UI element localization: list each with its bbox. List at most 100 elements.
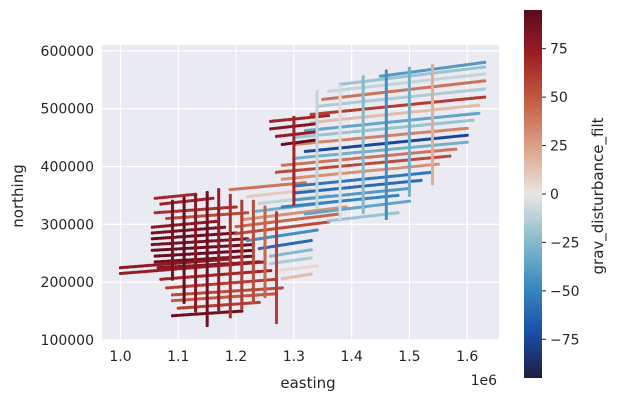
data-point: [292, 124, 296, 128]
data-point: [384, 139, 388, 144]
data-point: [338, 86, 342, 90]
data-point: [407, 152, 411, 156]
data-point: [315, 94, 319, 98]
data-point: [338, 199, 342, 203]
data-point: [430, 125, 435, 129]
data-point: [228, 299, 232, 303]
data-point: [228, 213, 232, 217]
data-point: [228, 253, 232, 257]
data-point: [430, 142, 435, 146]
data-point: [182, 252, 186, 256]
data-point: [228, 238, 232, 242]
data-point: [384, 122, 388, 126]
data-point: [228, 251, 232, 255]
data-point: [263, 211, 267, 216]
data-point: [274, 241, 279, 246]
data-point: [194, 289, 198, 293]
data-point: [407, 99, 411, 103]
data-point: [228, 198, 232, 202]
data-point: [315, 144, 319, 148]
data-point: [384, 197, 388, 201]
data-point: [338, 214, 342, 218]
data-point: [217, 294, 221, 298]
data-point: [217, 199, 221, 203]
data-point: [240, 238, 244, 243]
data-point: [361, 200, 365, 204]
data-point: [430, 133, 435, 138]
data-point: [251, 261, 255, 265]
data-point: [251, 212, 255, 216]
data-point: [205, 208, 209, 212]
data-point: [407, 128, 411, 132]
data-point: [430, 70, 435, 74]
data-point: [240, 286, 244, 291]
data-point: [182, 229, 186, 234]
data-point: [228, 220, 232, 224]
data-point: [384, 153, 388, 157]
data-point: [228, 249, 232, 253]
data-point: [384, 82, 388, 86]
data-point: [251, 296, 255, 300]
data-point: [263, 209, 267, 213]
data-point: [240, 291, 244, 295]
data-point: [338, 150, 342, 154]
data-point: [228, 222, 232, 226]
data-point: [228, 293, 232, 297]
data-point: [182, 269, 186, 273]
data-point: [182, 225, 186, 229]
data-point: [228, 275, 232, 279]
data-point: [361, 75, 365, 79]
data-point: [217, 263, 221, 267]
data-point: [407, 79, 411, 83]
data-point: [274, 239, 279, 243]
data-point: [292, 142, 296, 146]
data-point: [338, 185, 342, 190]
data-point: [251, 250, 255, 254]
data-point: [228, 266, 232, 270]
data-point: [384, 137, 388, 141]
data-point: [240, 265, 244, 269]
data-point: [240, 300, 244, 304]
data-point: [338, 203, 342, 207]
data-point: [240, 309, 244, 313]
data-point: [361, 125, 365, 129]
data-point: [407, 149, 411, 154]
data-point: [205, 257, 209, 261]
data-point: [274, 235, 279, 239]
data-point: [315, 146, 319, 150]
data-point: [430, 79, 435, 83]
data-point: [292, 169, 296, 173]
data-point: [407, 182, 411, 186]
data-point: [217, 218, 221, 223]
data-point: [384, 109, 388, 113]
data-point: [263, 229, 267, 233]
data-point: [477, 111, 481, 115]
data-point: [407, 73, 411, 77]
data-point: [430, 140, 435, 144]
data-point: [228, 277, 232, 281]
data-point: [292, 140, 296, 144]
data-point: [263, 253, 267, 257]
data-point: [194, 307, 198, 311]
data-point: [384, 179, 388, 183]
data-point: [170, 224, 175, 228]
data-point: [182, 256, 186, 260]
data-point: [384, 73, 388, 77]
data-point: [240, 228, 244, 232]
data-point: [205, 272, 209, 277]
data-point: [338, 141, 342, 145]
x-tick-label: 1.0: [109, 349, 131, 365]
data-point: [292, 173, 296, 177]
data-point: [361, 189, 365, 193]
data-point: [315, 177, 319, 181]
data-point: [430, 151, 435, 155]
data-point: [274, 261, 279, 265]
data-point: [315, 161, 319, 165]
data-point: [263, 292, 267, 296]
data-point: [240, 245, 244, 249]
data-point: [205, 264, 209, 268]
data-point: [274, 277, 279, 281]
data-point: [361, 116, 365, 121]
data-point: [240, 258, 244, 262]
data-point: [315, 203, 319, 207]
